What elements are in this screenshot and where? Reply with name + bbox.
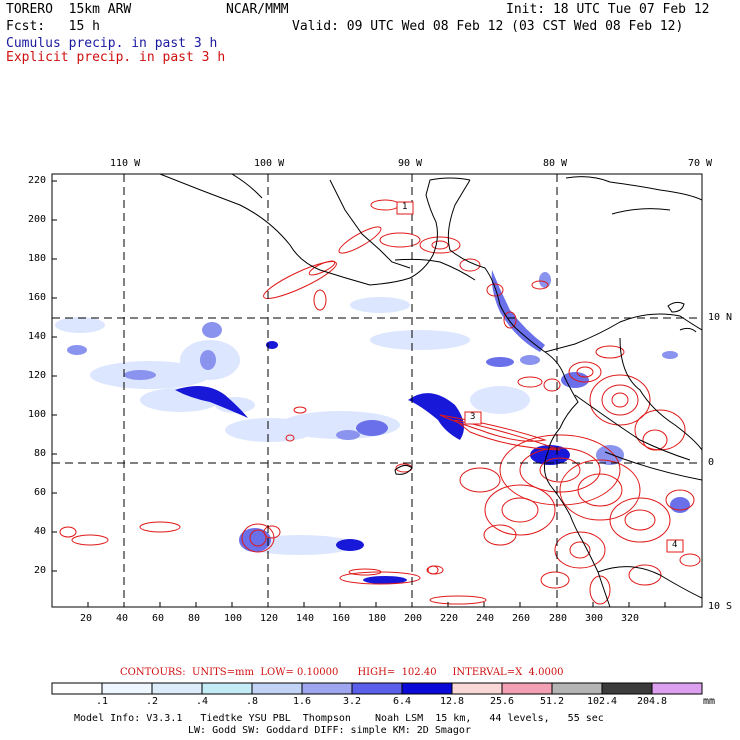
init-time: Init: 18 UTC Tue 07 Feb 12 [506,2,710,17]
colorbar-swatch [501,682,553,695]
y-tick-label: 200 [27,214,46,225]
x-tick-label: 260 [512,613,531,624]
x-tick-label: 220 [440,613,459,624]
coastlines [159,174,702,607]
forecast-hour: Fcst: 15 h [6,19,100,34]
colorbar-label: 102.4 [586,696,618,707]
lon-label-100w: 100 W [254,158,285,169]
colorbar-swatch [51,682,103,695]
x-tick-label: 80 [188,613,201,624]
model-info: Model Info: V3.3.1 Tiedtke YSU PBL Thomp… [74,713,604,724]
station-label-3: 3 [470,412,476,422]
colorbar-label: 12.8 [439,696,465,707]
legend-cumulus: Cumulus precip. in past 3 h [6,36,218,51]
x-tick-label: 300 [585,613,604,624]
station-label-4: 4 [672,540,678,550]
x-tick-label: 200 [404,613,423,624]
station-label-1: 1 [402,202,408,212]
lat-label-0: 0 [708,457,715,468]
y-tick-label: 220 [27,175,46,186]
colorbar-label: 204.8 [636,696,668,707]
lat-label-10n: 10 N [708,312,733,323]
y-tick-label: 100 [27,409,46,420]
colorbar-swatch [601,682,653,695]
colorbar-swatch [301,682,353,695]
x-tick-label: 140 [296,613,315,624]
y-tick-label: 120 [27,370,46,381]
x-tick-label: 180 [368,613,387,624]
colorbar-swatch [201,682,253,695]
colorbar-label: .8 [245,696,259,707]
model-physics: LW: Godd SW: Goddard DIFF: simple KM: 2D… [188,725,471,736]
colorbar-label: .4 [195,696,209,707]
axis-ticks [52,180,666,607]
lon-label-70w: 70 W [688,158,713,169]
lon-label-90w: 90 W [398,158,423,169]
colorbar-label: .2 [145,696,159,707]
contour-info: CONTOURS: UNITS=mm LOW= 0.10000 HIGH= 10… [120,667,564,678]
y-tick-label: 80 [33,448,46,459]
x-tick-label: 20 [80,613,93,624]
colorbar-swatch [401,682,453,695]
x-tick-label: 160 [332,613,351,624]
x-tick-label: 100 [224,613,243,624]
colorbar-swatch [101,682,153,695]
lon-label-80w: 80 W [543,158,568,169]
x-tick-label: 40 [116,613,129,624]
station-boxes [396,201,684,553]
colorbar [51,682,703,695]
colorbar-label: 51.2 [539,696,565,707]
colorbar-label: 25.6 [489,696,515,707]
x-tick-label: 320 [621,613,640,624]
organization: NCAR/MMM [226,2,289,17]
colorbar-swatch [351,682,403,695]
lon-label-110w: 110 W [110,158,141,169]
y-tick-label: 160 [27,292,46,303]
colorbar-swatch [251,682,303,695]
lat-label-10s: 10 S [708,601,733,612]
valid-time: Valid: 09 UTC Wed 08 Feb 12 (03 CST Wed … [292,19,684,34]
legend-explicit: Explicit precip. in past 3 h [6,50,226,65]
y-tick-label: 180 [27,253,46,264]
colorbar-label: 6.4 [392,696,412,707]
model-name: TORERO 15km ARW [6,2,132,17]
colorbar-swatch [651,682,703,695]
colorbar-label: .1 [95,696,109,707]
cumulus-precip-heavy [67,270,690,584]
explicit-precip-contours [59,199,701,605]
y-tick-label: 140 [27,331,46,342]
colorbar-label: 1.6 [292,696,312,707]
y-tick-label: 60 [33,487,46,498]
x-tick-label: 60 [152,613,165,624]
x-tick-label: 240 [476,613,495,624]
y-tick-label: 20 [33,565,46,576]
y-tick-label: 40 [33,526,46,537]
x-tick-label: 120 [260,613,279,624]
lat-lon-grid [52,174,702,607]
colorbar-swatch [151,682,203,695]
x-tick-label: 280 [549,613,568,624]
colorbar-label: 3.2 [342,696,362,707]
colorbar-label: mm [703,696,716,707]
colorbar-swatch [551,682,603,695]
colorbar-swatch [451,682,503,695]
